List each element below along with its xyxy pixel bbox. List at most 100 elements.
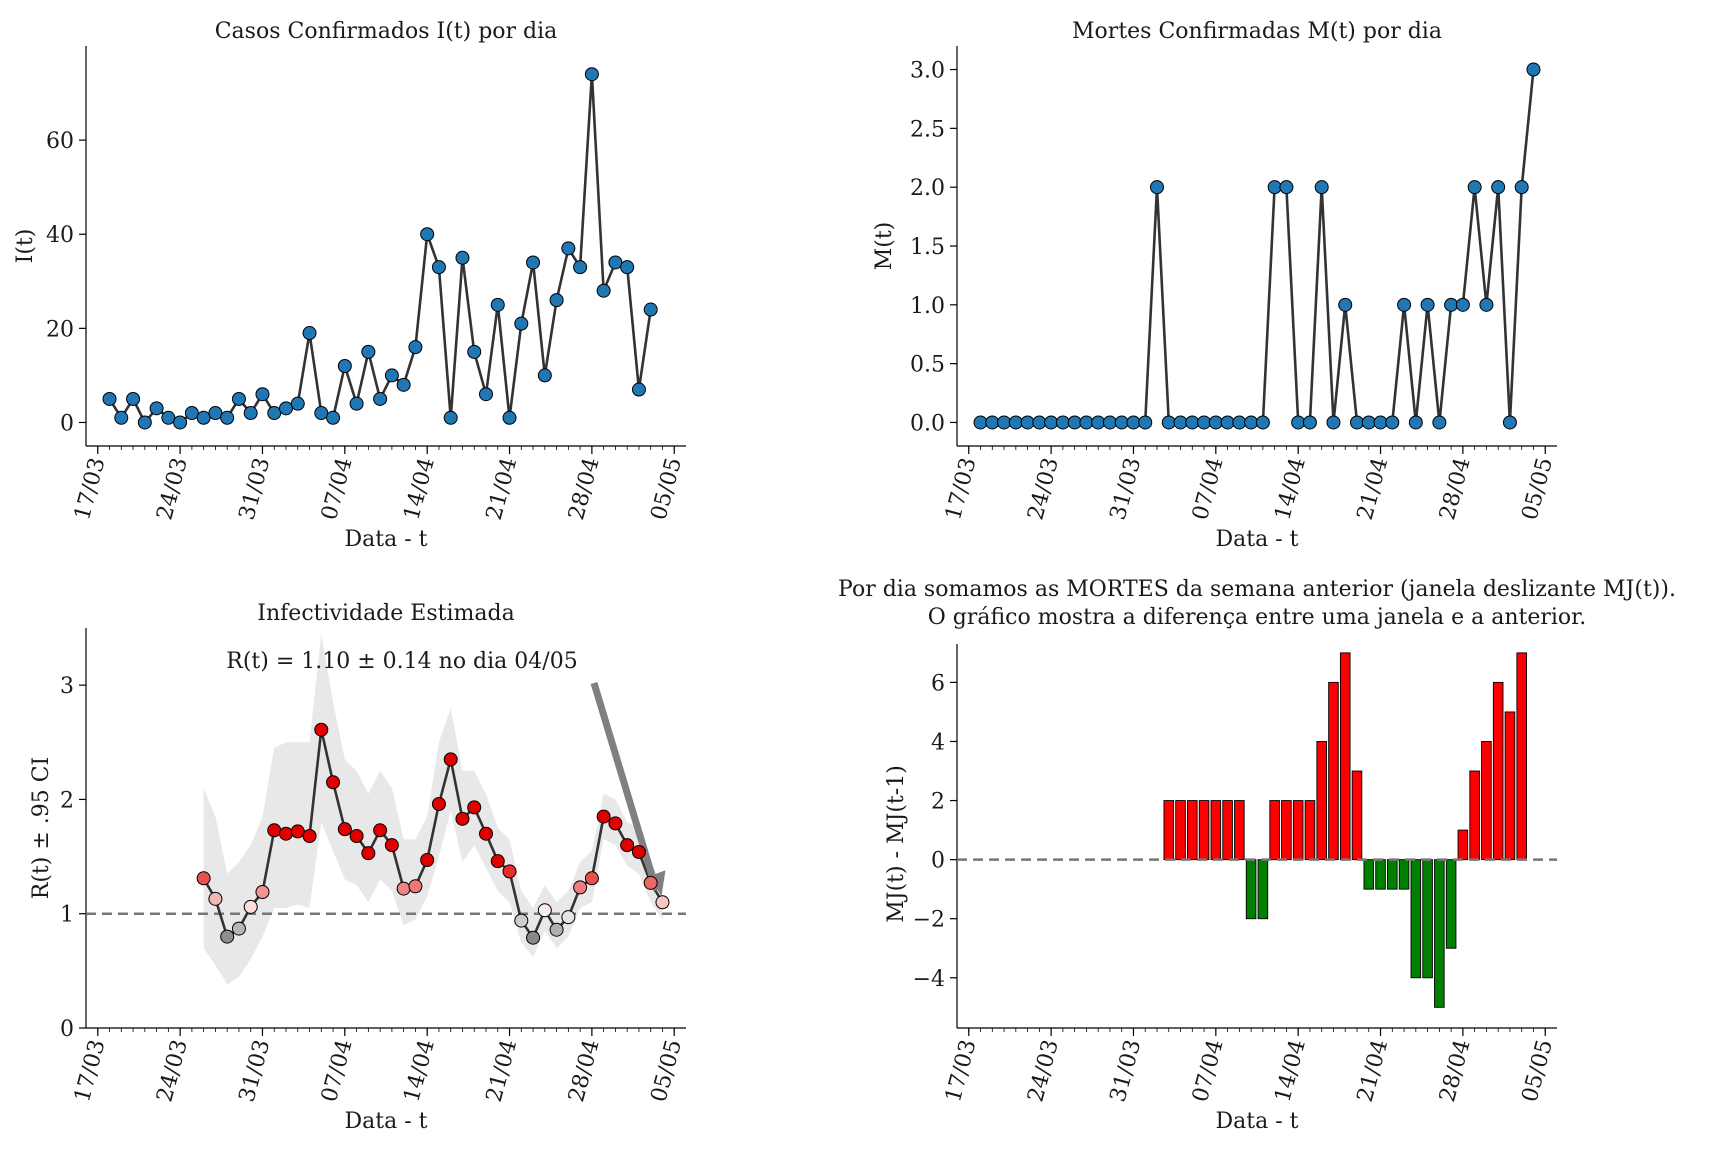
data-point xyxy=(584,67,599,82)
bar xyxy=(1504,711,1516,861)
data-point xyxy=(326,410,341,425)
data-point xyxy=(1197,415,1212,430)
bar xyxy=(1198,800,1210,861)
data-point xyxy=(231,921,246,936)
x-tick-label: 28/04 xyxy=(564,1037,605,1105)
data-point xyxy=(408,340,423,355)
data-point xyxy=(384,368,399,383)
data-point xyxy=(537,368,552,383)
bar xyxy=(1410,859,1422,979)
x-tick-label: 07/04 xyxy=(1188,1037,1229,1105)
data-point xyxy=(349,829,364,843)
data-point xyxy=(1514,180,1529,195)
chart-infectividade: Infectividade Estimada R(t) ± .95 CI Dat… xyxy=(29,601,687,1134)
x-tick-label: 28/04 xyxy=(564,455,605,523)
y-tick-label: 40 xyxy=(46,223,74,248)
bar xyxy=(1339,652,1351,861)
data-point xyxy=(526,930,541,945)
data-point xyxy=(1420,297,1435,312)
plot-area: 17/03 24/03 31/03 07/04 14/04 21/04 28/04 05/05… xyxy=(46,46,687,523)
x-tick-label: 17/03 xyxy=(941,455,982,523)
data-point xyxy=(384,838,399,853)
data-point xyxy=(479,387,493,402)
data-point xyxy=(1502,415,1517,430)
data-point xyxy=(467,800,482,815)
data-point xyxy=(1079,415,1094,430)
x-tick-label: 28/04 xyxy=(1435,455,1476,523)
x-tick-label: 17/03 xyxy=(941,1037,982,1105)
data-point xyxy=(361,344,376,359)
x-tick-label: 24/03 xyxy=(1023,455,1064,523)
y-tick-label: 1.0 xyxy=(910,294,945,319)
x-tick-label: 31/03 xyxy=(235,1037,276,1105)
data-point xyxy=(1220,415,1235,430)
y-axis-label: MJ(t) - MJ(t-1) xyxy=(884,765,909,923)
data-point xyxy=(290,396,305,411)
data-point xyxy=(1208,415,1223,430)
x-tick-label: 31/03 xyxy=(1106,455,1147,523)
data-point xyxy=(408,879,423,894)
data-point xyxy=(1467,180,1482,195)
data-point xyxy=(1338,297,1353,312)
data-point xyxy=(1267,180,1282,195)
data-point xyxy=(443,752,458,767)
data-point xyxy=(102,391,117,406)
data-point xyxy=(302,326,317,341)
x-tick-label: 24/03 xyxy=(152,1037,193,1105)
data-point xyxy=(1150,180,1164,195)
data-point xyxy=(255,387,270,402)
bar xyxy=(1269,800,1280,861)
data-point xyxy=(573,260,588,275)
x-tick-label: 05/05 xyxy=(646,455,687,523)
data-point xyxy=(373,391,388,406)
bar xyxy=(1292,800,1304,861)
x-tick-label: 28/04 xyxy=(1435,1037,1476,1105)
annotation-arrow xyxy=(590,681,660,892)
data-point xyxy=(608,255,623,270)
data-point xyxy=(1432,415,1447,430)
data-point xyxy=(655,895,670,910)
y-tick-label: 0 xyxy=(60,411,74,436)
data-point xyxy=(1044,415,1059,430)
data-point xyxy=(373,823,388,838)
x-tick-label: 07/04 xyxy=(317,455,358,523)
y-tick-label: 2.5 xyxy=(910,117,945,142)
data-point xyxy=(455,811,470,826)
data-point xyxy=(608,816,623,831)
bar xyxy=(1363,859,1375,890)
data-point xyxy=(596,809,611,824)
data-point xyxy=(279,826,293,841)
bar xyxy=(1175,800,1186,861)
data-point xyxy=(467,344,482,359)
data-point xyxy=(1408,415,1423,430)
data-point xyxy=(596,283,611,298)
data-point xyxy=(267,406,282,421)
x-tick-label: 31/03 xyxy=(235,455,276,523)
data-point xyxy=(502,410,517,425)
data-point xyxy=(267,823,282,838)
chart-title: Casos Confirmados I(t) por dia xyxy=(215,19,558,44)
bar xyxy=(1398,859,1410,890)
data-point xyxy=(997,415,1012,430)
data-point xyxy=(420,853,435,867)
data-point xyxy=(173,415,188,430)
chart-mortes-confirmadas: Mortes Confirmadas M(t) por dia M(t) Dat… xyxy=(872,19,1558,552)
y-tick-label: 3.0 xyxy=(910,59,945,84)
data-point xyxy=(537,903,552,918)
data-point xyxy=(1397,297,1412,312)
data-point xyxy=(1244,415,1259,430)
bar xyxy=(1516,652,1527,861)
x-tick-label: 24/03 xyxy=(152,455,193,523)
bar xyxy=(1481,741,1492,861)
data-point xyxy=(1455,297,1470,312)
y-tick-label: 60 xyxy=(46,129,74,154)
y-tick-label: 2.0 xyxy=(910,176,945,201)
bar xyxy=(1210,800,1222,861)
data-point xyxy=(1361,415,1376,430)
x-tick-label: 14/04 xyxy=(399,455,440,523)
data-point xyxy=(1232,415,1247,430)
data-point xyxy=(161,410,176,425)
data-point xyxy=(549,293,564,308)
data-point xyxy=(220,410,235,425)
x-tick-label: 07/04 xyxy=(1188,455,1229,523)
